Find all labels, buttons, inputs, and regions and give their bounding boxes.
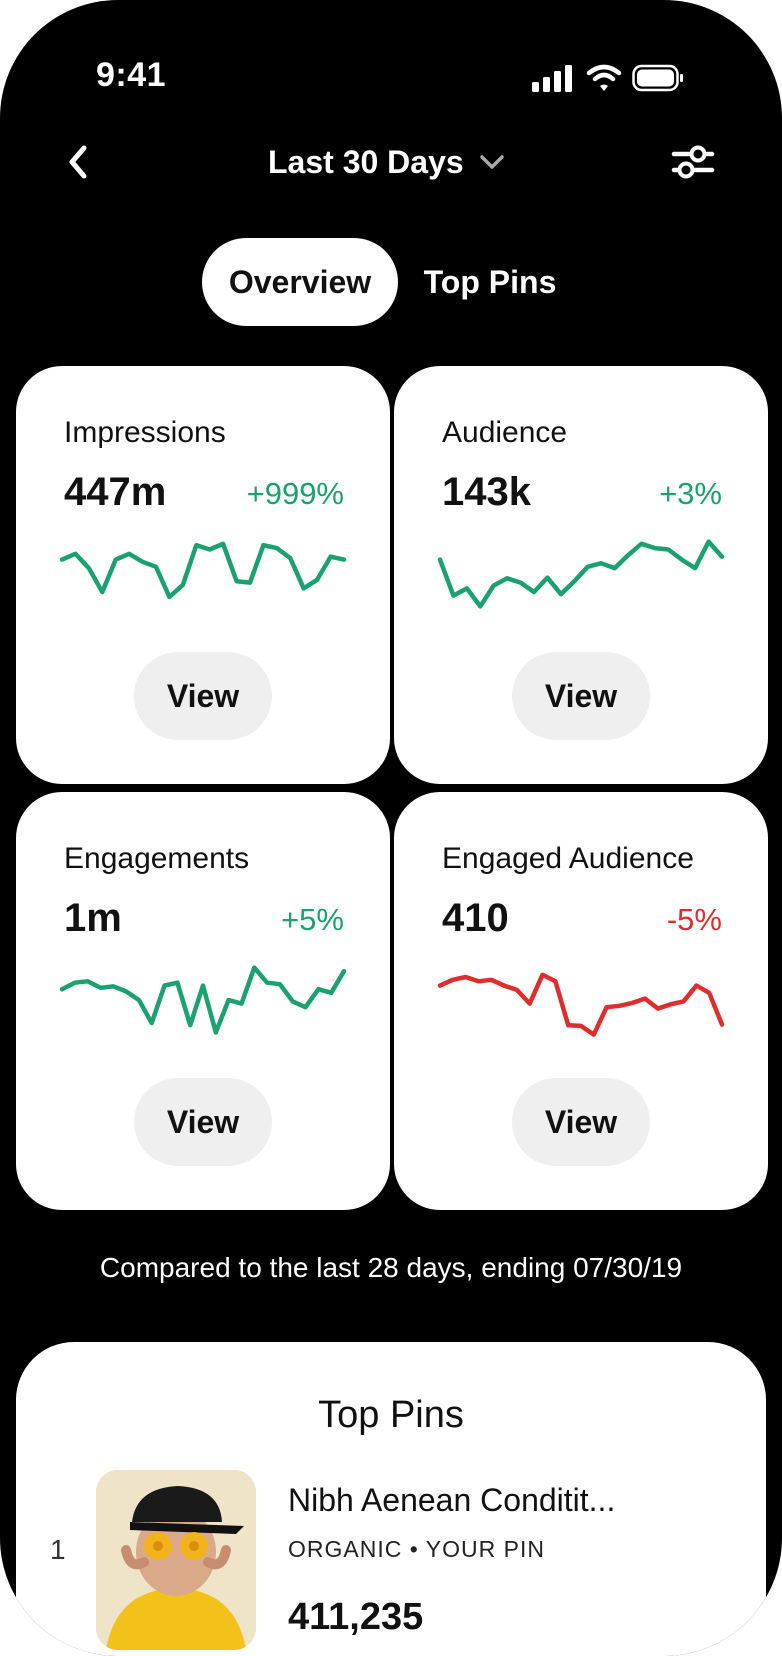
sparkline-series [59,541,347,600]
wifi-icon [586,64,622,91]
card-label: Impressions [64,416,226,449]
tab-top-pins[interactable]: Top Pins [423,263,557,300]
filter-sliders-icon [671,145,715,179]
card-delta: +999% [246,476,344,511]
card-label: Engagements [64,842,250,875]
card-delta: -5% [666,902,722,937]
top-pins-panel: Top Pins 1 Nibh Aenean Conditit... ORGAN… [16,1342,766,1656]
pin-title[interactable]: Nibh Aenean Conditit... [288,1482,616,1518]
filter-button[interactable] [670,140,716,184]
sparkline-series [437,539,725,609]
chevron-left-icon [69,145,87,179]
card-delta: +5% [281,902,344,937]
signal-icon [532,65,572,92]
tab-overview[interactable]: Overview [202,238,398,326]
card-audience: Audience 143k +3% View [394,366,768,784]
date-range-dropdown[interactable]: Last 30 Days [268,140,506,184]
card-impressions: Impressions 447m +999% View [16,366,390,784]
date-range-label: Last 30 Days [268,143,464,180]
chevron-down-icon [479,155,504,169]
back-button[interactable] [60,140,100,184]
card-value: 1m [64,896,122,940]
sparkline-series [437,972,725,1037]
card-label: Engaged Audience [442,842,694,875]
card-value: 447m [64,470,167,514]
view-button[interactable]: View [134,652,272,740]
sparkline-series [59,965,347,1035]
card-engaged-audience: Engaged Audience 410 -5% View [394,792,768,1210]
sparkline-chart [437,539,725,609]
view-button[interactable]: View [134,1078,272,1166]
sparkline-chart [59,541,347,600]
battery-icon [632,64,683,92]
comparison-note: Compared to the last 28 days, ending 07/… [99,1252,683,1283]
status-time: 9:41 [96,56,167,94]
top-pins-title: Top Pins [318,1394,464,1436]
pin-meta: ORGANIC • YOUR PIN [288,1536,545,1562]
view-button[interactable]: View [512,652,650,740]
sparkline-chart [437,972,725,1037]
card-engagements: Engagements 1m +5% View [16,792,390,1210]
pin-image [96,1470,256,1650]
pin-thumbnail[interactable] [96,1470,256,1650]
card-value: 143k [442,470,531,514]
sparkline-chart [59,965,347,1035]
pin-rank: 1 [50,1534,66,1565]
pin-count: 411,235 [288,1596,424,1638]
card-delta: +3% [659,476,722,511]
card-value: 410 [442,896,509,940]
card-label: Audience [442,416,568,449]
view-button[interactable]: View [512,1078,650,1166]
